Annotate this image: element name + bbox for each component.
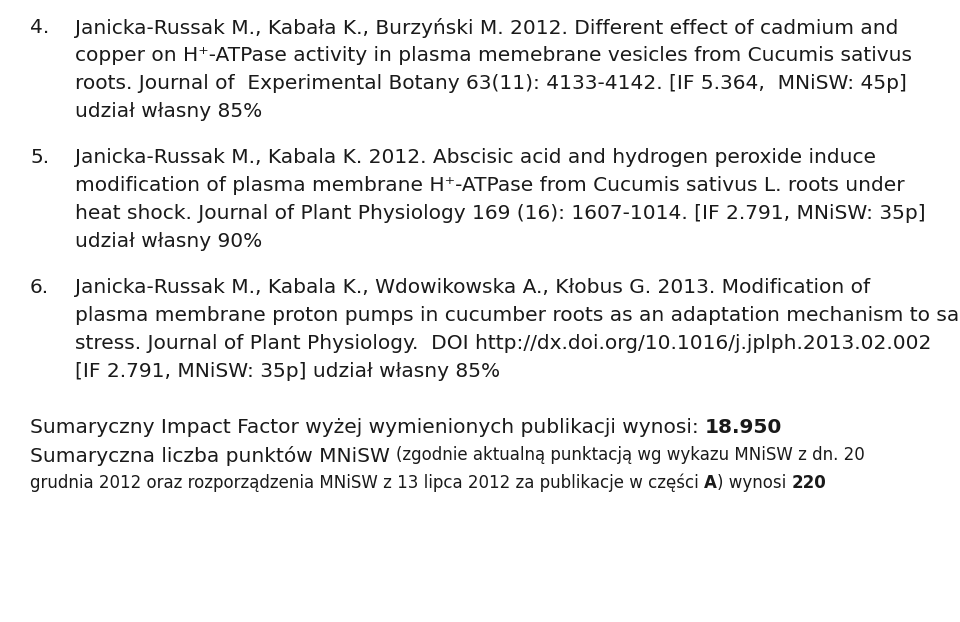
Text: 5.: 5. <box>30 148 49 167</box>
Text: [IF 2.791, MNiSW: 35p] udział własny 85%: [IF 2.791, MNiSW: 35p] udział własny 85% <box>75 362 500 381</box>
Text: Janicka-Russak M., Kabala K. 2012. Abscisic acid and hydrogen peroxide induce: Janicka-Russak M., Kabala K. 2012. Absci… <box>75 148 876 167</box>
Text: roots. Journal of  Experimental Botany 63(11): 4133-4142. [IF 5.364,  MNiSW: 45p: roots. Journal of Experimental Botany 63… <box>75 74 907 93</box>
Text: modification of plasma membrane H⁺-ATPase from Cucumis sativus L. roots under: modification of plasma membrane H⁺-ATPas… <box>75 176 904 195</box>
Text: heat shock. Journal of Plant Physiology 169 (16): 1607-1014. [IF 2.791, MNiSW: 3: heat shock. Journal of Plant Physiology … <box>75 204 925 223</box>
Text: 220: 220 <box>791 474 827 492</box>
Text: copper on H⁺-ATPase activity in plasma memebrane vesicles from Cucumis sativus: copper on H⁺-ATPase activity in plasma m… <box>75 46 912 65</box>
Text: ) wynosi: ) wynosi <box>717 474 791 492</box>
Text: Sumaryczna liczba punktów MNiSW: Sumaryczna liczba punktów MNiSW <box>30 446 396 466</box>
Text: 4.: 4. <box>30 18 49 37</box>
Text: A: A <box>704 474 717 492</box>
Text: stress. Journal of Plant Physiology.  DOI http://dx.doi.org/10.1016/j.jplph.2013: stress. Journal of Plant Physiology. DOI… <box>75 334 931 353</box>
Text: udział własny 90%: udział własny 90% <box>75 232 262 251</box>
Text: (zgodnie aktualną punktacją wg wykazu MNiSW z dn. 20: (zgodnie aktualną punktacją wg wykazu MN… <box>396 446 865 464</box>
Text: grudnia 2012 oraz rozporządzenia MNiSW z 13 lipca 2012 za publikacje w części: grudnia 2012 oraz rozporządzenia MNiSW z… <box>30 474 704 493</box>
Text: Sumaryczny Impact Factor wyżej wymienionych publikacji wynosi:: Sumaryczny Impact Factor wyżej wymienion… <box>30 418 706 437</box>
Text: plasma membrane proton pumps in cucumber roots as an adaptation mechanism to sal: plasma membrane proton pumps in cucumber… <box>75 306 960 325</box>
Text: Janicka-Russak M., Kabała K., Burzyński M. 2012. Different effect of cadmium and: Janicka-Russak M., Kabała K., Burzyński … <box>75 18 899 38</box>
Text: udział własny 85%: udział własny 85% <box>75 102 262 121</box>
Text: Janicka-Russak M., Kabala K., Wdowikowska A., Kłobus G. 2013. Modification of: Janicka-Russak M., Kabala K., Wdowikowsk… <box>75 278 870 297</box>
Text: 18.950: 18.950 <box>706 418 782 437</box>
Text: 6.: 6. <box>30 278 49 297</box>
